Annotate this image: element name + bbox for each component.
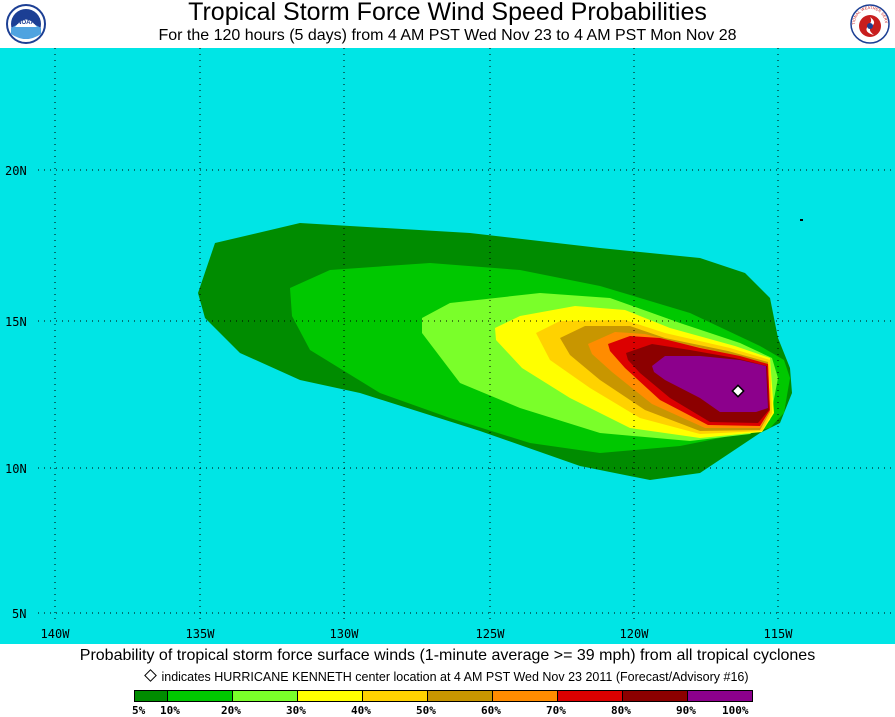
probability-map: 20N 15N 10N 5N 140W 135W 130W 125W 120W … xyxy=(0,48,895,644)
nws-logo-icon: NATIONAL WEATHER SERVICE xyxy=(850,4,890,44)
map-caption: Probability of tropical storm force surf… xyxy=(79,647,816,664)
storm-center-note: indicates HURRICANE KENNETH center locat… xyxy=(0,669,895,685)
lat-label-10n: 10N xyxy=(5,462,27,476)
legend-label-80: 80% xyxy=(611,704,631,717)
legend-swatch-20-30 xyxy=(232,690,298,702)
noaa-logo-text: NOAA xyxy=(17,20,35,26)
lon-label-120w: 120W xyxy=(620,627,650,641)
contour-90pct xyxy=(652,356,768,412)
legend-swatch-50-60 xyxy=(427,690,493,702)
storm-center-note-text: indicates HURRICANE KENNETH center locat… xyxy=(161,670,749,684)
diamond-icon xyxy=(144,669,158,682)
longitude-labels: 140W 135W 130W 125W 120W 115W xyxy=(41,627,794,641)
storm-center-marker xyxy=(731,384,745,398)
legend-label-10: 10% xyxy=(160,704,180,717)
legend-label-70: 70% xyxy=(546,704,566,717)
legend-swatch-60-70 xyxy=(492,690,558,702)
page-title: Tropical Storm Force Wind Speed Probabil… xyxy=(188,0,707,26)
legend-label-90: 90% xyxy=(676,704,696,717)
lat-label-20n: 20N xyxy=(5,164,27,178)
header: NOAA Tropical Storm Force Wind Speed Pro… xyxy=(0,0,895,48)
legend-swatch-10-20 xyxy=(167,690,233,702)
legend-swatch-70-80 xyxy=(557,690,623,702)
legend-label-20: 20% xyxy=(221,704,241,717)
legend-swatch-80-90 xyxy=(622,690,688,702)
legend-swatch-40-50 xyxy=(362,690,428,702)
lat-label-5n: 5N xyxy=(12,607,26,621)
legend-label-100: 100% xyxy=(722,704,749,717)
legend-label-5: 5% xyxy=(132,704,146,717)
legend-swatch-90-100 xyxy=(687,690,753,702)
legend-label-50: 50% xyxy=(416,704,436,717)
legend-swatch-5-10 xyxy=(134,690,168,702)
lon-label-130w: 130W xyxy=(330,627,360,641)
probability-contours xyxy=(198,223,792,480)
lon-label-115w: 115W xyxy=(764,627,794,641)
noaa-logo-icon: NOAA xyxy=(6,4,46,44)
graticule xyxy=(38,48,895,622)
legend-label-30: 30% xyxy=(286,704,306,717)
lon-label-135w: 135W xyxy=(186,627,216,641)
lon-label-140w: 140W xyxy=(41,627,71,641)
island-marker xyxy=(800,219,803,221)
probability-legend: 5% 10% 20% 30% 40% 50% 60% 70% 80% 90% 1… xyxy=(130,690,760,717)
lat-label-15n: 15N xyxy=(5,315,27,329)
legend-label-60: 60% xyxy=(481,704,501,717)
latitude-labels: 20N 15N 10N 5N xyxy=(5,164,27,621)
lon-label-125w: 125W xyxy=(476,627,506,641)
footer: Probability of tropical storm force surf… xyxy=(0,644,895,717)
legend-swatch-30-40 xyxy=(297,690,363,702)
page-subtitle: For the 120 hours (5 days) from 4 AM PST… xyxy=(158,27,737,44)
legend-label-40: 40% xyxy=(351,704,371,717)
